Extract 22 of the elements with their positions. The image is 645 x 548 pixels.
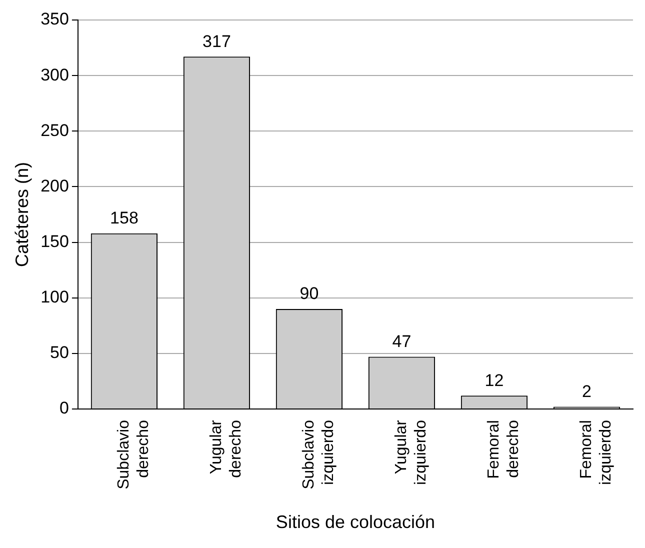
x-tick-label: Subclavio derecho <box>116 420 152 490</box>
data-label: 158 <box>110 208 138 228</box>
data-label: 90 <box>300 284 319 304</box>
data-label: 2 <box>582 382 592 401</box>
y-tick-label: 250 <box>40 120 69 140</box>
x-axis-title: Sitios de colocación <box>276 512 436 532</box>
y-tick-label: 50 <box>50 343 69 362</box>
y-tick-label: 350 <box>40 10 69 29</box>
y-tick-label: 0 <box>59 398 69 418</box>
data-label: 12 <box>484 370 504 390</box>
x-tick-label: Femoral izquierdo <box>578 420 614 485</box>
x-tick-label: Femoral derecho <box>486 420 522 479</box>
x-tick-label: Subclavio izquierdo <box>300 420 337 490</box>
y-tick-label: 300 <box>40 65 69 84</box>
y-tick-label: 200 <box>40 176 69 196</box>
data-label: 317 <box>202 32 231 51</box>
x-tick-label: Yugular derecho <box>208 419 244 478</box>
y-tick-label: 100 <box>40 288 69 307</box>
y-axis-title: Catéteres (n) <box>12 162 32 268</box>
y-tick-label: 150 <box>40 232 69 251</box>
x-tick-label: Yugular izquierdo <box>393 419 430 485</box>
data-label: 47 <box>392 332 412 351</box>
